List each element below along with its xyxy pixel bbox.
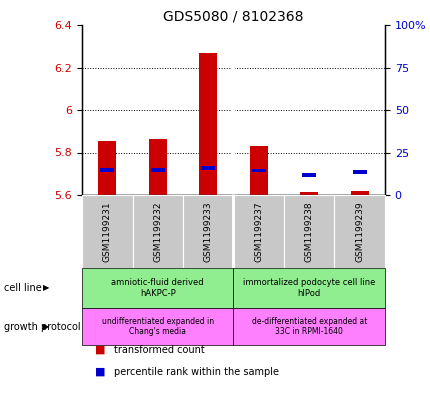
Text: undifferentiated expanded in
Chang's media: undifferentiated expanded in Chang's med…	[101, 317, 213, 336]
Bar	[251, 169, 265, 173]
Text: GSM1199232: GSM1199232	[153, 201, 162, 262]
Text: growth protocol: growth protocol	[4, 321, 81, 332]
Text: GSM1199237: GSM1199237	[254, 201, 263, 262]
Text: ■: ■	[95, 367, 105, 376]
Bar	[249, 146, 267, 195]
Text: transformed count: transformed count	[114, 345, 205, 355]
Text: percentile rank within the sample: percentile rank within the sample	[114, 367, 279, 376]
Bar	[201, 166, 215, 170]
Text: ▶: ▶	[43, 283, 49, 292]
Text: de-differentiated expanded at
33C in RPMI-1640: de-differentiated expanded at 33C in RPM…	[251, 317, 366, 336]
Text: cell line: cell line	[4, 283, 42, 293]
Text: immortalized podocyte cell line
hIPod: immortalized podocyte cell line hIPod	[243, 278, 375, 298]
Text: ▶: ▶	[43, 322, 49, 331]
Text: GSM1199231: GSM1199231	[102, 201, 111, 262]
Bar	[352, 170, 366, 174]
Text: amniotic-fluid derived
hAKPC-P: amniotic-fluid derived hAKPC-P	[111, 278, 203, 298]
Bar	[301, 173, 316, 177]
Bar	[300, 192, 317, 195]
Bar	[100, 168, 114, 172]
Text: GSM1199238: GSM1199238	[304, 201, 313, 262]
Bar	[150, 168, 164, 172]
Bar	[199, 53, 217, 195]
Bar	[98, 141, 116, 195]
Bar	[149, 140, 166, 195]
Text: GDS5080 / 8102368: GDS5080 / 8102368	[163, 10, 303, 24]
Text: ■: ■	[95, 345, 105, 355]
Bar	[350, 191, 368, 195]
Text: GSM1199239: GSM1199239	[354, 201, 363, 262]
Text: GSM1199233: GSM1199233	[203, 201, 212, 262]
